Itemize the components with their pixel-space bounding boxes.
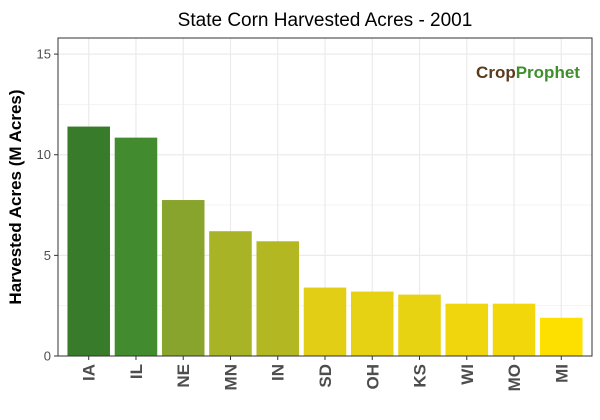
x-tick-label: IN — [269, 364, 288, 381]
bar-mo — [492, 303, 536, 356]
logo-part-crop: Crop — [476, 63, 516, 82]
logo-part-prophet: Prophet — [516, 63, 581, 82]
x-tick-label: OH — [363, 364, 382, 390]
bar-ia — [67, 126, 110, 356]
bar-in — [256, 241, 300, 356]
y-tick-label: 5 — [44, 248, 51, 263]
x-tick-label: IL — [127, 364, 146, 379]
bar-wi — [445, 303, 489, 356]
x-tick-label: MI — [552, 364, 571, 383]
bar-mi — [540, 317, 583, 356]
chart-title: State Corn Harvested Acres - 2001 — [178, 10, 473, 31]
x-tick-label: MN — [221, 364, 240, 390]
cropprophet-logo: CropProphet — [476, 63, 580, 82]
bar-il — [114, 137, 158, 356]
bar-ks — [398, 294, 441, 356]
y-tick-label: 15 — [37, 47, 51, 62]
x-tick-label: WI — [458, 364, 477, 385]
bar-sd — [303, 287, 347, 356]
y-axis: 0 5 10 15 — [37, 47, 58, 364]
bar-mn — [209, 231, 252, 356]
x-tick-label: KS — [411, 364, 430, 388]
y-tick-label: 0 — [44, 349, 51, 364]
x-tick-label: IA — [80, 364, 99, 381]
bar-ne — [161, 200, 205, 356]
bar-oh — [350, 291, 394, 356]
y-axis-label: Harvested Acres (M Acres) — [6, 89, 25, 304]
x-axis: IA IL NE MN IN SD OH KS WI MO MI — [80, 356, 571, 391]
x-tick-label: SD — [316, 364, 335, 388]
x-tick-label: NE — [174, 364, 193, 388]
x-tick-label: MO — [505, 364, 524, 391]
bars — [67, 126, 583, 356]
y-tick-label: 10 — [37, 147, 51, 162]
